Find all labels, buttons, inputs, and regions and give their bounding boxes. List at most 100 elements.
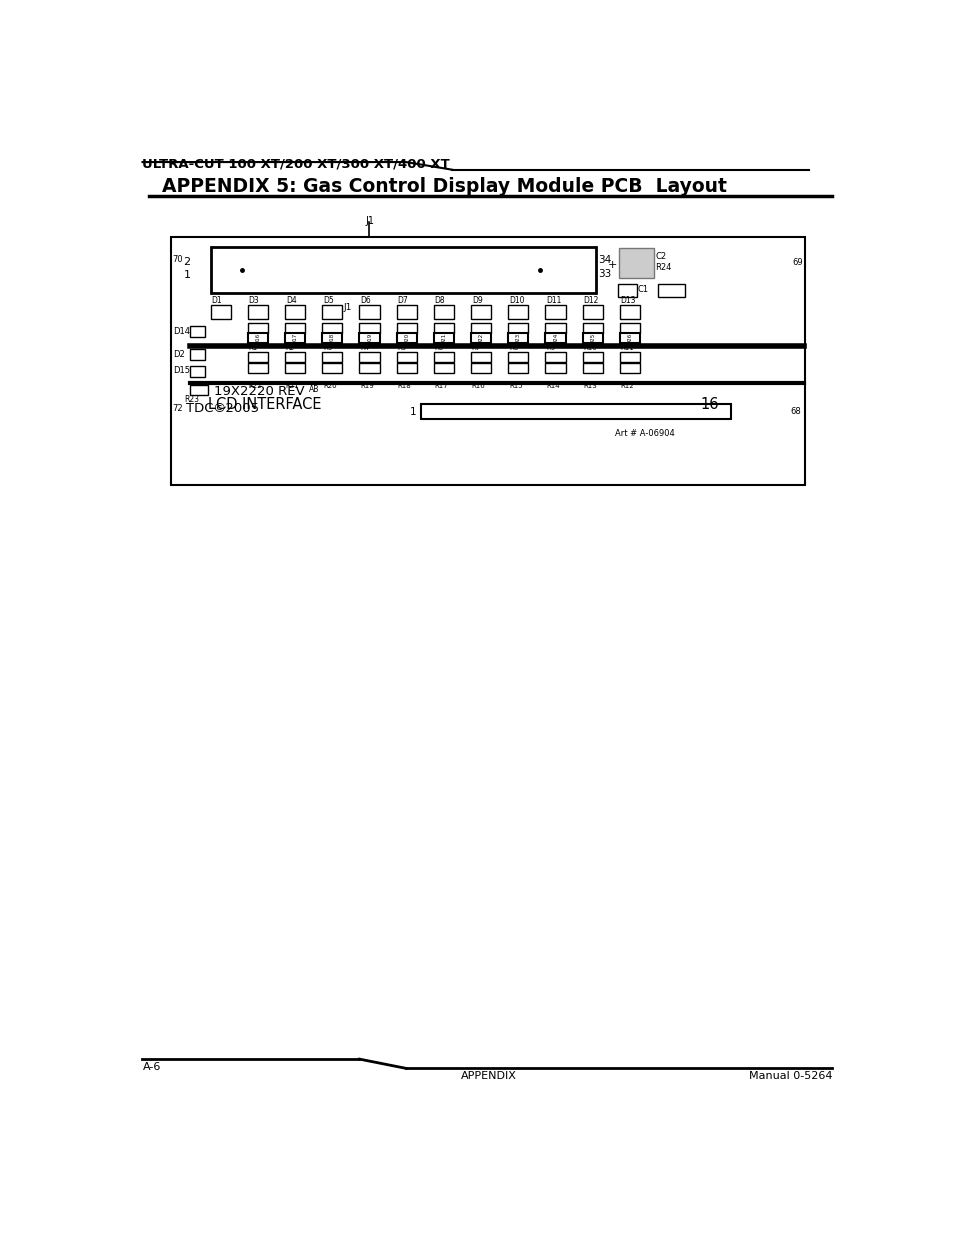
Text: 70: 70 [172, 256, 183, 264]
Bar [434, 352, 454, 362]
Bar [618, 284, 637, 296]
Bar [248, 352, 268, 362]
Text: LCD INTERFACE: LCD INTERFACE [208, 396, 321, 412]
Text: 1: 1 [409, 406, 416, 416]
Text: R7: R7 [472, 345, 480, 351]
Bar [211, 247, 596, 293]
Text: R3: R3 [323, 345, 332, 351]
Bar [471, 324, 491, 333]
Bar [434, 363, 454, 373]
Bar [508, 305, 528, 319]
Bar [285, 305, 305, 319]
Bar [508, 352, 528, 362]
Text: D20: D20 [404, 332, 409, 345]
Bar [322, 324, 342, 333]
Text: R19: R19 [360, 383, 374, 389]
Bar [190, 366, 205, 377]
Bar [545, 363, 565, 373]
Bar [171, 237, 804, 484]
Text: D22: D22 [478, 332, 483, 345]
Text: D3: D3 [249, 295, 259, 305]
Bar [359, 363, 379, 373]
Text: D26: D26 [627, 332, 632, 345]
Bar [396, 333, 416, 343]
Text: R21: R21 [286, 383, 299, 389]
Text: D2: D2 [172, 350, 184, 359]
Bar [619, 363, 639, 373]
Bar [508, 333, 528, 343]
Bar [322, 363, 342, 373]
Text: ©2005: ©2005 [212, 401, 259, 415]
Text: R20: R20 [323, 383, 336, 389]
Text: C2: C2 [655, 252, 666, 261]
Bar [545, 352, 565, 362]
Bar [359, 324, 379, 333]
Bar [190, 350, 205, 359]
Text: D17: D17 [293, 332, 297, 345]
Text: D11: D11 [546, 295, 561, 305]
Text: R2: R2 [286, 345, 294, 351]
Text: D14: D14 [172, 327, 190, 336]
Bar [619, 305, 639, 319]
Text: D13: D13 [620, 295, 636, 305]
Text: 16: 16 [700, 396, 719, 412]
Text: AB: AB [309, 385, 319, 394]
Text: R10: R10 [583, 345, 597, 351]
Bar [396, 363, 416, 373]
Text: D24: D24 [553, 332, 558, 345]
Bar [658, 284, 684, 296]
Text: APPENDIX 5: Gas Control Display Module PCB  Layout: APPENDIX 5: Gas Control Display Module P… [149, 178, 726, 196]
Bar [508, 363, 528, 373]
Text: D16: D16 [255, 332, 260, 345]
Text: R17: R17 [435, 383, 448, 389]
Bar [434, 305, 454, 319]
Text: 72: 72 [172, 404, 183, 412]
Text: R8: R8 [509, 345, 517, 351]
Bar [582, 324, 602, 333]
Text: R18: R18 [397, 383, 411, 389]
Bar [582, 352, 602, 362]
Text: ULTRA-CUT 100 XT/200 XT/300 XT/400 XT: ULTRA-CUT 100 XT/200 XT/300 XT/400 XT [142, 157, 450, 170]
Text: Manual 0-5264: Manual 0-5264 [748, 1072, 831, 1082]
Bar [190, 326, 205, 337]
Bar [248, 363, 268, 373]
Text: R11: R11 [620, 345, 634, 351]
Bar [582, 333, 602, 343]
Text: J1: J1 [343, 303, 352, 312]
Text: R23: R23 [184, 395, 199, 404]
Text: R16: R16 [472, 383, 485, 389]
Bar [248, 324, 268, 333]
Text: D8: D8 [435, 295, 445, 305]
Text: +: + [608, 261, 617, 270]
Text: R9: R9 [546, 345, 555, 351]
Text: R14: R14 [546, 383, 559, 389]
Text: R15: R15 [509, 383, 522, 389]
Bar [471, 352, 491, 362]
Bar [248, 333, 268, 343]
Text: D25: D25 [590, 332, 595, 345]
Text: D9: D9 [472, 295, 482, 305]
Bar [211, 305, 231, 319]
Text: D12: D12 [583, 295, 598, 305]
Text: D21: D21 [441, 332, 446, 345]
Text: 68: 68 [790, 408, 801, 416]
Text: D4: D4 [286, 295, 296, 305]
Text: 2: 2 [183, 257, 191, 267]
Text: 19X2220 REV: 19X2220 REV [213, 385, 304, 399]
Text: APPENDIX: APPENDIX [460, 1072, 517, 1082]
Bar [396, 352, 416, 362]
Bar [471, 305, 491, 319]
Bar [471, 333, 491, 343]
Text: D7: D7 [397, 295, 408, 305]
Text: C1: C1 [637, 284, 648, 294]
Bar [322, 352, 342, 362]
Bar [322, 333, 342, 343]
Bar [248, 305, 268, 319]
Text: R24: R24 [655, 263, 671, 272]
Text: 34: 34 [598, 254, 611, 264]
Text: R5: R5 [397, 345, 406, 351]
Bar [285, 324, 305, 333]
Text: J1: J1 [365, 216, 375, 226]
Bar [619, 352, 639, 362]
Bar [619, 324, 639, 333]
